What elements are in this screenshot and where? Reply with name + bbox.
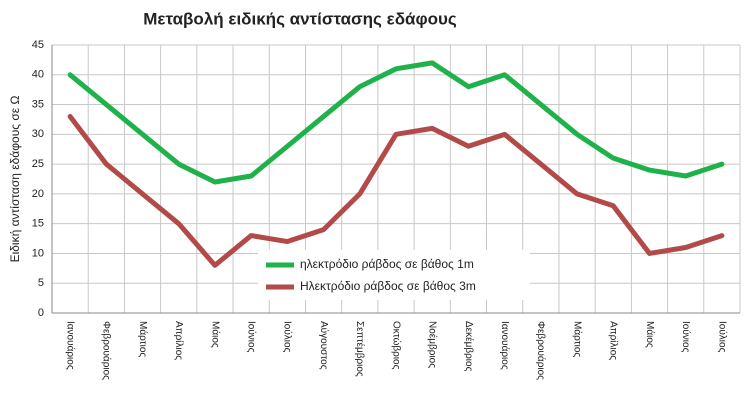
- legend-box: [258, 250, 530, 300]
- x-tick-label: Μάρτιος: [571, 321, 583, 357]
- y-tick-label: 30: [32, 128, 44, 140]
- x-tick-label: Φεβρουάριος: [535, 321, 547, 380]
- x-tick-label: Μάιος: [644, 321, 656, 348]
- x-tick-label: Φεβρουάριος: [101, 321, 113, 380]
- x-tick-label: Ιούνιος: [246, 321, 258, 353]
- x-tick-label: Ιανουάριος: [64, 321, 76, 370]
- y-tick-label: 35: [32, 98, 44, 110]
- x-tick-label: Ιούνιος: [680, 321, 692, 353]
- y-tick-label: 45: [32, 39, 44, 51]
- x-tick-label: Απρίλιος: [608, 321, 620, 360]
- chart-title: Μεταβολή ειδικής αντίστασης εδάφους: [143, 9, 457, 28]
- legend-label: Ηλεκτρόδιο ράβδος σε βάθος 3m: [300, 279, 476, 293]
- data-line: [67, 113, 725, 268]
- x-tick-label: Οκτώβριος: [390, 321, 402, 370]
- data-line: [67, 60, 725, 185]
- y-tick-label: 0: [38, 307, 44, 319]
- x-tick-label: Μάιος: [209, 321, 221, 348]
- x-tick-label: Απρίλιος: [173, 321, 185, 360]
- x-tick-label: Δεκέμβριος: [463, 321, 475, 372]
- x-tick-label: Νοέμβριος: [427, 321, 439, 368]
- x-tick-label: Ιανουάριος: [499, 321, 511, 370]
- x-tick-label: Σεπτέμβριος: [354, 321, 366, 377]
- x-tick-label: Μάρτιος: [137, 321, 149, 357]
- y-tick-label: 10: [32, 247, 44, 259]
- y-tick-label: 25: [32, 158, 44, 170]
- y-tick-label: 40: [32, 69, 44, 81]
- y-axis-label: Ειδική αντίσταση εδάφους σε Ω: [8, 96, 22, 263]
- y-tick-label: 20: [32, 188, 44, 200]
- x-tick-label: Αύγουστος: [318, 321, 330, 370]
- legend-label: ηλεκτρόδιο ράβδος σε βάθος 1m: [300, 257, 474, 271]
- x-tick-label: Ιούλιος: [716, 321, 728, 353]
- x-tick-label: Ιούλιος: [282, 321, 294, 353]
- y-tick-label: 15: [32, 218, 44, 230]
- y-tick-label: 5: [38, 277, 44, 289]
